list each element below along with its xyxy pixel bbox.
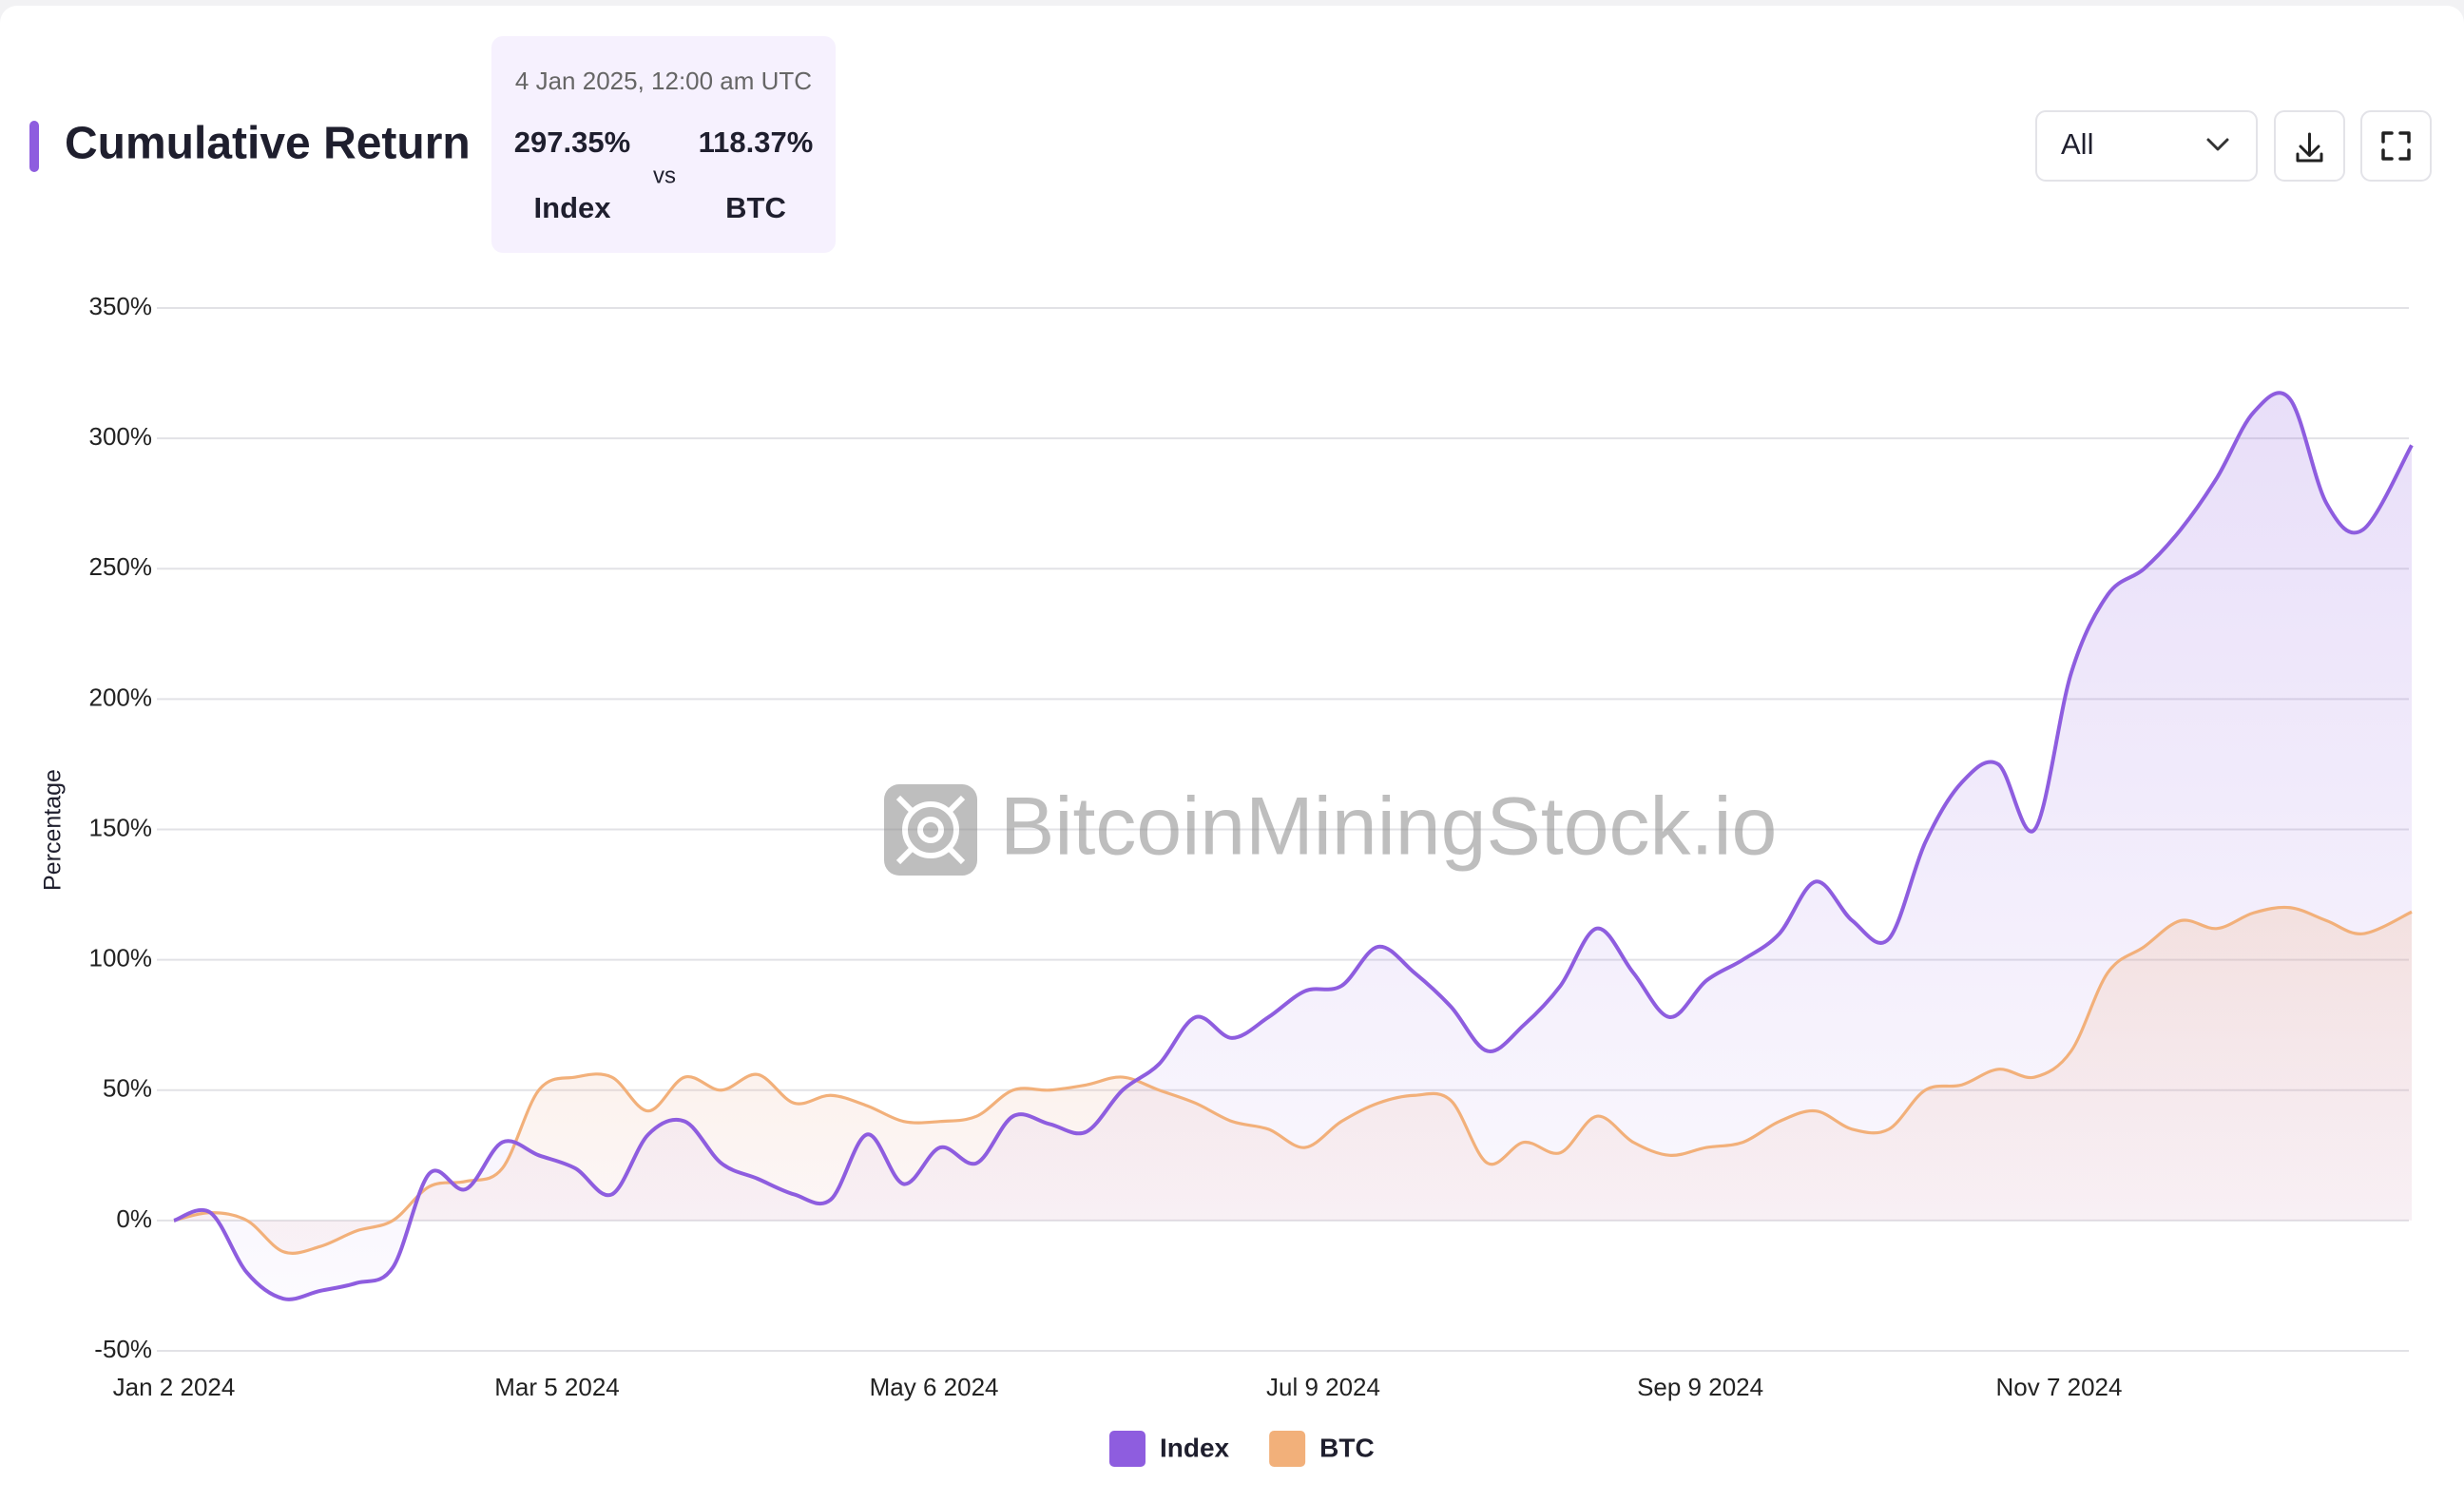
dropdown-value[interactable]: All xyxy=(2061,127,2093,161)
chevron-icon[interactable] xyxy=(2206,138,2229,151)
legend-label: Index xyxy=(1160,1433,1230,1462)
tooltip-series: Index xyxy=(534,191,612,224)
dropdown-box[interactable] xyxy=(2035,110,2258,182)
y-tick-label: 300% xyxy=(89,422,153,451)
legend-label: BTC xyxy=(1319,1433,1375,1462)
y-tick-label: -50% xyxy=(94,1335,152,1363)
tooltip-value: 118.37% xyxy=(699,125,814,159)
y-tick-label: 350% xyxy=(89,292,153,320)
plot: -50% 0% 50% 100% 150% 200% 250% 300% 350% Jan 2 2… xyxy=(89,292,2414,1467)
chart-title: Cumulative Return xyxy=(65,119,471,169)
y-tick-label: 0% xyxy=(116,1204,152,1233)
area xyxy=(174,393,2412,1300)
button-box[interactable] xyxy=(2360,110,2432,182)
y-tick-label: 250% xyxy=(89,552,153,581)
watermark-icon-spokes xyxy=(895,795,966,865)
watermark-icon-ring xyxy=(902,801,959,858)
tooltip-series: BTC xyxy=(725,191,786,224)
x-tick-label: Nov 7 2024 xyxy=(1995,1373,2122,1401)
line xyxy=(173,905,2413,1255)
y-tick-label: 150% xyxy=(89,813,153,841)
fullscreen-button[interactable] xyxy=(2360,110,2432,182)
y-tick-label: 200% xyxy=(89,683,153,711)
download-icon[interactable] xyxy=(2296,132,2323,163)
legend-swatch xyxy=(1269,1431,1306,1467)
tooltip-box xyxy=(491,36,836,253)
x-tick-label: Mar 5 2024 xyxy=(494,1373,620,1401)
fullscreen-icon[interactable] xyxy=(2381,131,2411,161)
tooltip-separator: vs xyxy=(653,163,676,188)
download-button[interactable] xyxy=(2274,110,2345,182)
x-tick-label: May 6 2024 xyxy=(870,1373,999,1401)
watermark: BitcoinMiningStock.io xyxy=(884,781,1777,876)
x-tick-label: Jul 9 2024 xyxy=(1266,1373,1380,1401)
legend-swatch xyxy=(1109,1431,1145,1467)
watermark-text: BitcoinMiningStock.io xyxy=(1000,781,1777,873)
area xyxy=(174,907,2412,1254)
title-accent xyxy=(29,121,39,172)
y-tick-label: 100% xyxy=(89,944,153,972)
tooltip: 4 Jan 2025, 12:00 am UTC 297.35% vs 118.… xyxy=(491,36,836,253)
range-dropdown[interactable]: All xyxy=(2035,110,2258,182)
tooltip-date: 4 Jan 2025, 12:00 am UTC xyxy=(515,67,812,95)
x-tick-label: Jan 2 2024 xyxy=(113,1373,236,1401)
y-tick-label: 50% xyxy=(103,1074,152,1103)
watermark-icon-core xyxy=(917,817,944,843)
y-axis-label: Percentage xyxy=(40,769,67,891)
tooltip-value: 297.35% xyxy=(514,125,630,159)
line xyxy=(173,391,2414,1301)
x-tick-label: Sep 9 2024 xyxy=(1637,1373,1763,1401)
